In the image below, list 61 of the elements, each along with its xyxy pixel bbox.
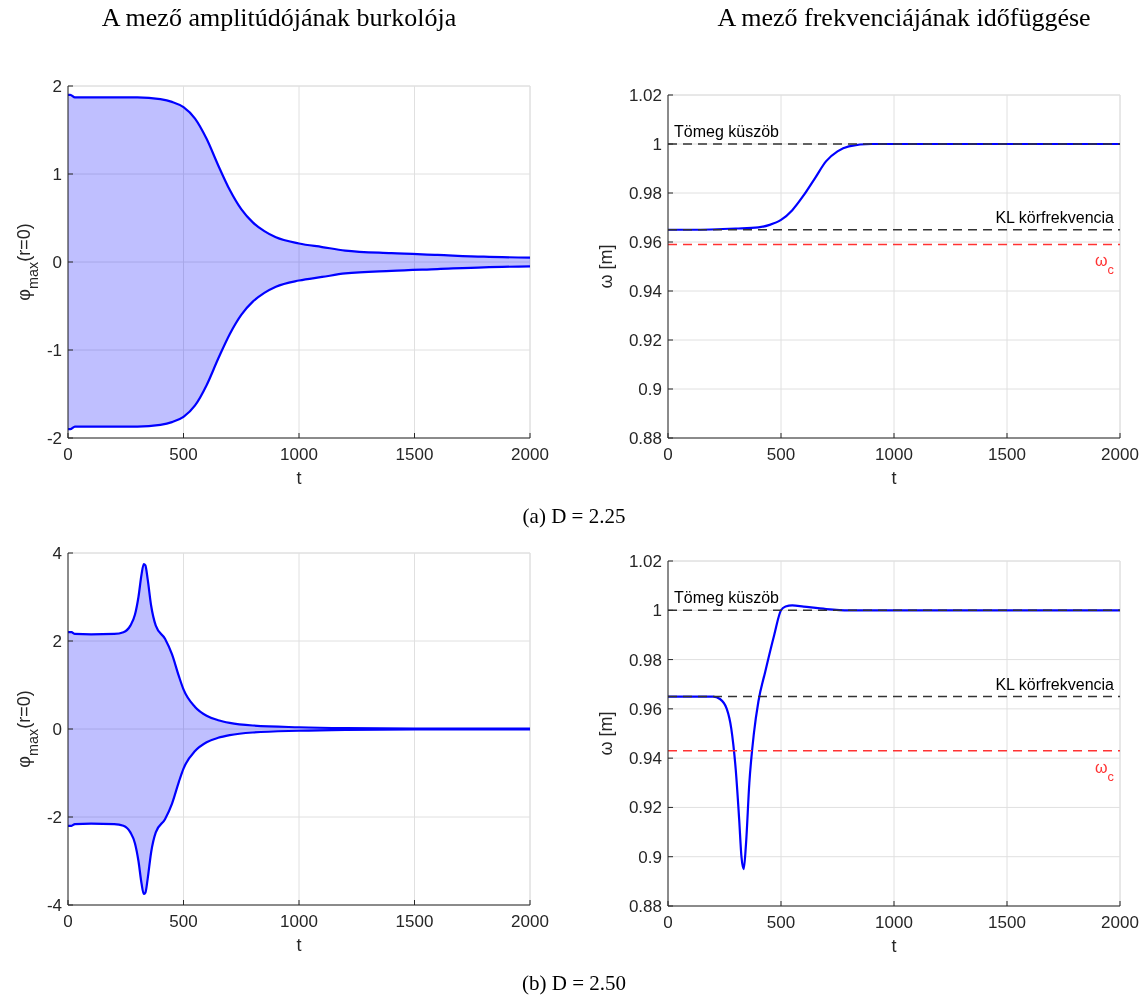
chart-title: A mező frekvenciájának időfüggése <box>717 3 1091 32</box>
ref-line-label: KL körfrekvencia <box>995 675 1115 693</box>
x-tick-label: 500 <box>766 913 796 932</box>
ref-line-label: KL körfrekvencia <box>995 208 1115 226</box>
y-tick-label: 0.98 <box>628 184 662 203</box>
x-tick-label: 1000 <box>875 445 913 464</box>
y-tick-label: 4 <box>52 544 62 563</box>
y-tick-label: 0.92 <box>628 798 662 818</box>
text: (b) D = 2.50 <box>522 971 626 995</box>
ref-line-label: Tömeg küszöb <box>674 123 780 140</box>
x-axis-title: t <box>891 936 897 956</box>
x-tick-label: 1000 <box>280 912 318 931</box>
ref-line-label: ω$_{c}$ <box>1095 252 1115 277</box>
y-tick-label: -2 <box>46 429 62 448</box>
y-axis-title: ω [m] <box>596 711 616 756</box>
x-tick-label: 500 <box>766 445 796 464</box>
y-tick-label: 0.94 <box>628 282 662 301</box>
y-tick-label: -1 <box>46 341 62 360</box>
y-tick-label: 0.88 <box>628 897 662 916</box>
x-axis-title: t <box>296 935 302 955</box>
y-axis-title: ω [m] <box>596 244 616 289</box>
x-tick-label: 1500 <box>395 912 434 931</box>
x-tick-label: 1500 <box>395 445 434 464</box>
y-tick-label: 0.9 <box>638 380 662 399</box>
y-tick-label: 2 <box>52 77 62 96</box>
x-tick-label: 2000 <box>1101 445 1139 464</box>
y-tick-label: 1 <box>52 165 62 184</box>
y-tick-label: 1 <box>652 135 662 154</box>
y-tick-label: 1 <box>652 601 662 621</box>
x-tick-label: 1500 <box>988 445 1026 464</box>
x-tick-label: 2000 <box>511 445 549 464</box>
y-tick-label: 1.02 <box>628 552 662 571</box>
x-tick-label: 500 <box>169 912 198 931</box>
text: (a) D = 2.25 <box>522 504 626 528</box>
ref-line-label: ω$_{c}$ <box>1095 758 1115 784</box>
y-tick-label: 2 <box>52 632 62 651</box>
y-tick-label: 0.96 <box>628 233 662 252</box>
x-tick-label: 1500 <box>988 913 1026 932</box>
line-series <box>66 93 532 259</box>
y-tick-label: -4 <box>46 896 62 915</box>
x-axis-title: t <box>891 468 897 488</box>
x-tick-label: 1000 <box>875 913 913 932</box>
y-tick-label: 0.88 <box>628 429 662 448</box>
x-tick-label: 500 <box>169 445 198 464</box>
y-tick-label: 0.9 <box>638 847 662 867</box>
y-tick-label: 0.98 <box>628 650 662 670</box>
y-tick-label: 0 <box>52 720 62 739</box>
x-tick-label: 2000 <box>1101 913 1139 932</box>
y-tick-label: 0 <box>52 253 62 272</box>
line-series <box>66 265 532 431</box>
line-series <box>666 604 1122 871</box>
y-tick-label: 0.96 <box>628 699 662 719</box>
y-tick-label: 0.94 <box>628 749 662 769</box>
y-tick-label: -2 <box>46 808 62 827</box>
x-tick-label: 2000 <box>511 912 549 931</box>
chart-title: A mező amplitúdójának burkolója <box>101 3 457 32</box>
x-axis-title: t <box>296 468 302 488</box>
y-tick-label: 0.92 <box>628 331 662 350</box>
y-tick-label: 1.02 <box>628 86 662 105</box>
x-tick-label: 1000 <box>280 445 318 464</box>
ref-line-label: Tömeg küszöb <box>674 589 780 607</box>
